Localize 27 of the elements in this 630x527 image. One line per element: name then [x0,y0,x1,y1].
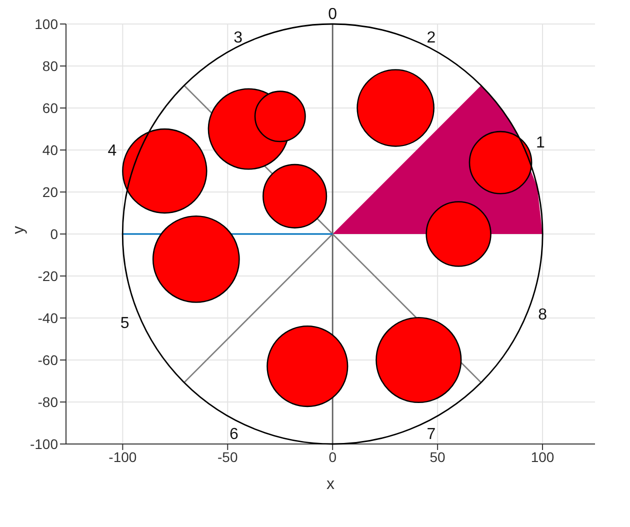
annotation: 8 [538,306,548,324]
text: 0 [328,6,338,24]
y-tick-label: 60 [42,100,58,116]
y-tick-label: -40 [38,310,58,326]
annotation: 7 [426,426,436,444]
y-tick-label: 0 [50,226,58,242]
y-tick-label: 40 [42,142,58,158]
annotation: 4 [108,142,117,160]
x-axis-title: x [326,476,334,493]
x-tick-label: 100 [530,448,554,465]
annotation: 2 [426,29,436,46]
x-tick-label: 0 [328,448,337,465]
y-tick-label: -80 [38,394,58,410]
x-tick-label: -100 [108,448,137,465]
y-tick-label: 100 [34,16,58,32]
y-tick-label: 20 [42,184,58,200]
y-axis-title: y [10,226,28,234]
x-tick-label: 50 [430,448,446,465]
annotation: 1 [536,134,545,152]
y-tick-label: -20 [38,268,58,284]
y-tick-label: -100 [30,436,58,452]
annotation: 3 [234,29,243,46]
annotation: 6 [229,426,238,444]
y-tick-label: 80 [42,58,58,74]
y-tick-label: -60 [38,352,58,368]
x-tick-label: -50 [218,448,238,465]
annotation: 5 [120,314,130,332]
